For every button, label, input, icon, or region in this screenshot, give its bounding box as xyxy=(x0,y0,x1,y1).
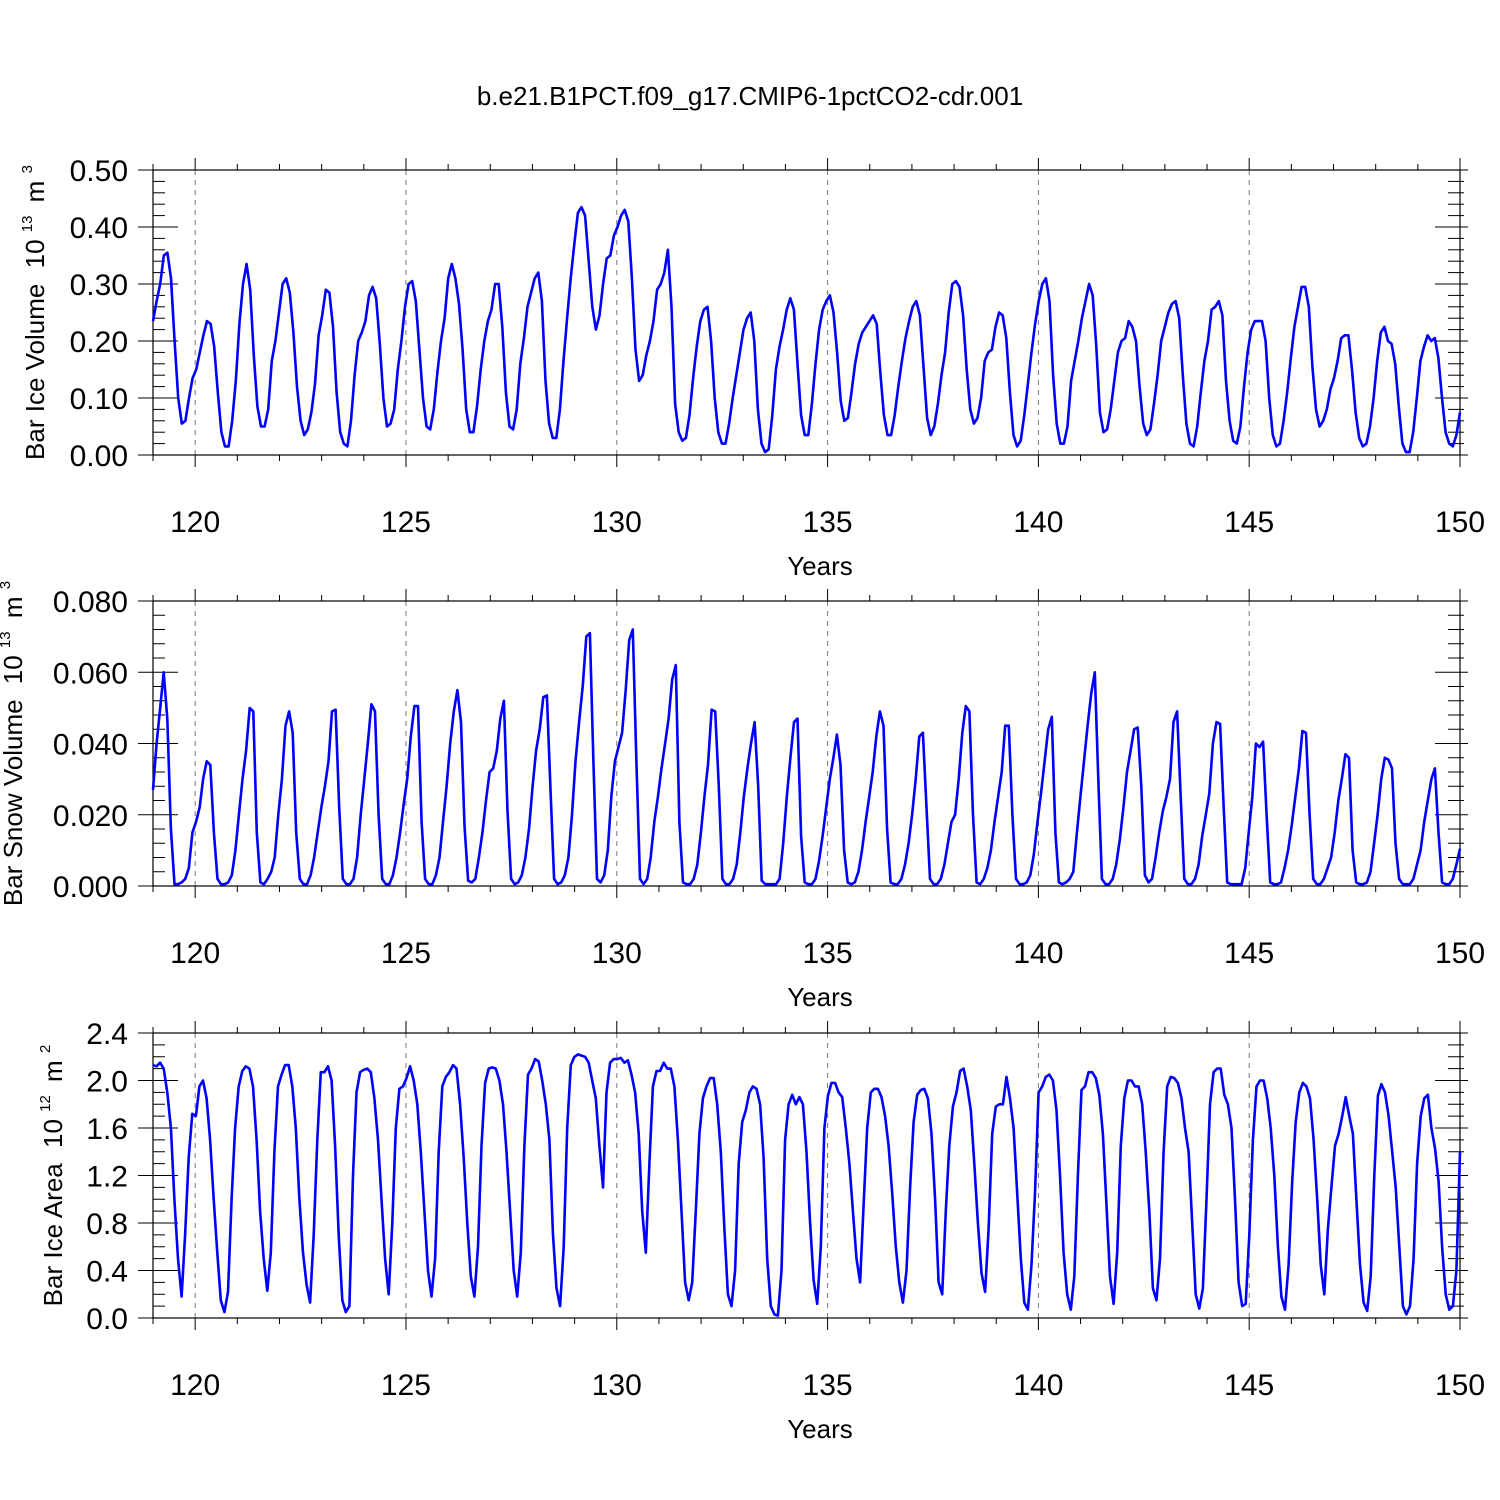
ice-area-x-tick-label: 145 xyxy=(1224,1369,1274,1402)
ice-area-x-axis-title: Years xyxy=(787,1414,853,1444)
ice-volume-y-unit-power: 3 xyxy=(19,165,36,173)
ice-area-x-tick-label: 135 xyxy=(803,1369,853,1402)
ice-volume-series-line xyxy=(151,205,1462,454)
ice-area-x-tick-label: 130 xyxy=(592,1369,642,1402)
ice-volume-y-tick-labels: 0.00 0.10 0.20 0.30 0.40 0.50 xyxy=(70,155,128,473)
ice-area-x-tick-label: 120 xyxy=(170,1369,220,1402)
snow-volume-x-axis-title: Years xyxy=(787,982,853,1012)
panel-ice-volume: 120 125 130 135 140 145 150 0.000.100.200.300.… xyxy=(8,155,1485,581)
ice-area-y-unit-exp: 12 xyxy=(37,1095,54,1112)
ice-volume-x-tick-labels: 120 125 130 135 140 145 150 xyxy=(170,506,1485,539)
snow-volume-y-label-text: Bar Snow Volume xyxy=(0,699,28,906)
ice-area-ticks xyxy=(138,1021,1468,1330)
ice-volume-x-tick-label: 150 xyxy=(1435,506,1485,539)
ice-volume-x-tick-label: 120 xyxy=(170,506,220,539)
ice-volume-y-tick-label: 0.30 xyxy=(70,269,128,302)
snow-volume-y-unit-power: 3 xyxy=(0,581,14,589)
snow-volume-y-tick-label: 0.080 xyxy=(53,586,128,619)
ice-area-y-tick-label: 0.0 xyxy=(86,1303,128,1336)
panel-snow-volume: 120 125 130 135 140 145 150 0.0000.0200.0400.0… xyxy=(0,581,1485,1012)
ice-area-series-line xyxy=(152,1053,1462,1317)
ice-area-y-axis-title: Bar Ice Area 10 12 m 2 xyxy=(26,1045,68,1307)
ice-volume-y-unit-exp: 13 xyxy=(19,216,36,233)
ice-area-y-tick-label: 0.4 xyxy=(86,1256,128,1289)
snow-volume-y-unit-base: 10 xyxy=(0,655,28,684)
ice-volume-ticks xyxy=(138,158,1468,467)
ice-area-y-tick-labels: 0.0 0.4 0.8 1.2 1.6 2.0 2.4 xyxy=(86,1018,128,1336)
ice-volume-y-tick-label: 0.50 xyxy=(70,155,128,188)
ice-volume-x-axis-title: Years xyxy=(787,551,853,581)
snow-volume-x-tick-label: 125 xyxy=(381,937,431,970)
snow-volume-x-tick-label: 130 xyxy=(592,937,642,970)
ice-area-y-tick-label: 0.8 xyxy=(86,1208,128,1241)
ice-area-y-tick-label: 1.2 xyxy=(86,1161,128,1194)
chart-title: b.e21.B1PCT.f09_g17.CMIP6-1pctCO2-cdr.00… xyxy=(477,81,1023,111)
ice-area-x-tick-label: 125 xyxy=(381,1369,431,1402)
ice-volume-x-tick-label: 125 xyxy=(381,506,431,539)
snow-volume-y-tick-label: 0.020 xyxy=(53,800,128,833)
snow-volume-x-tick-label: 135 xyxy=(803,937,853,970)
snow-volume-x-tick-label: 120 xyxy=(170,937,220,970)
ice-area-x-tick-labels: 120 125 130 135 140 145 150 xyxy=(170,1369,1485,1402)
ice-volume-y-label-text: Bar Ice Volume xyxy=(20,284,50,460)
ice-area-y-unit-base: 10 xyxy=(38,1119,68,1148)
panel-ice-area: 120 125 130 135 140 145 150 0.0 0.4 0.8 1.2 1.6 2.0… xyxy=(26,1018,1485,1444)
ice-volume-y-unit: m xyxy=(20,181,50,203)
ice-area-grid xyxy=(194,1033,1250,1318)
snow-volume-y-unit: m xyxy=(0,596,28,618)
snow-volume-y-axis-title: Bar Snow Volume 10 13 m 3 xyxy=(0,581,28,906)
ice-volume-x-tick-label: 135 xyxy=(803,506,853,539)
snow-volume-y-tick-label: 0.060 xyxy=(53,657,128,690)
snow-volume-y-tick-label: 0.000 xyxy=(53,871,128,904)
snow-volume-grid xyxy=(194,601,1250,886)
snow-volume-y-tick-labels: 0.000 0.020 0.040 0.060 0.080 xyxy=(53,586,128,904)
ice-volume-y-tick-label: 0.00 xyxy=(70,440,128,473)
ice-volume-x-tick-label: 130 xyxy=(592,506,642,539)
ice-area-y-unit-power: 2 xyxy=(37,1045,54,1053)
ice-area-x-tick-label: 150 xyxy=(1435,1369,1485,1402)
ice-volume-plot-frame xyxy=(152,169,1461,456)
ice-volume-y-tick-label: 0.40 xyxy=(70,212,128,245)
snow-volume-x-tick-label: 145 xyxy=(1224,937,1274,970)
snow-volume-ticks xyxy=(138,589,1468,898)
ice-volume-x-tick-label: 145 xyxy=(1224,506,1274,539)
ice-area-y-unit: m xyxy=(38,1060,68,1082)
ice-volume-y-tick-label: 0.20 xyxy=(70,326,128,359)
snow-volume-x-tick-label: 140 xyxy=(1013,937,1063,970)
ice-volume-y-axis-title: Bar Ice Volume 10 13 m 3 xyxy=(8,165,50,460)
ice-volume-y-unit-base: 10 xyxy=(20,239,50,268)
snow-volume-y-unit-exp: 13 xyxy=(0,631,14,648)
ice-area-y-tick-label: 2.0 xyxy=(86,1066,128,1099)
snow-volume-series-line xyxy=(151,628,1462,886)
snow-volume-x-tick-labels: 120 125 130 135 140 145 150 xyxy=(170,937,1485,970)
ice-area-y-label-text: Bar Ice Area xyxy=(38,1163,68,1307)
ice-volume-y-tick-label: 0.10 xyxy=(70,383,128,416)
snow-volume-y-tick-label: 0.040 xyxy=(53,729,128,762)
ice-volume-grid xyxy=(194,170,1250,455)
snow-volume-x-tick-label: 150 xyxy=(1435,937,1485,970)
ice-area-y-tick-label: 2.4 xyxy=(86,1018,128,1051)
ice-volume-x-tick-label: 140 xyxy=(1013,506,1063,539)
ice-area-y-tick-label: 1.6 xyxy=(86,1113,128,1146)
ice-area-x-tick-label: 140 xyxy=(1013,1369,1063,1402)
